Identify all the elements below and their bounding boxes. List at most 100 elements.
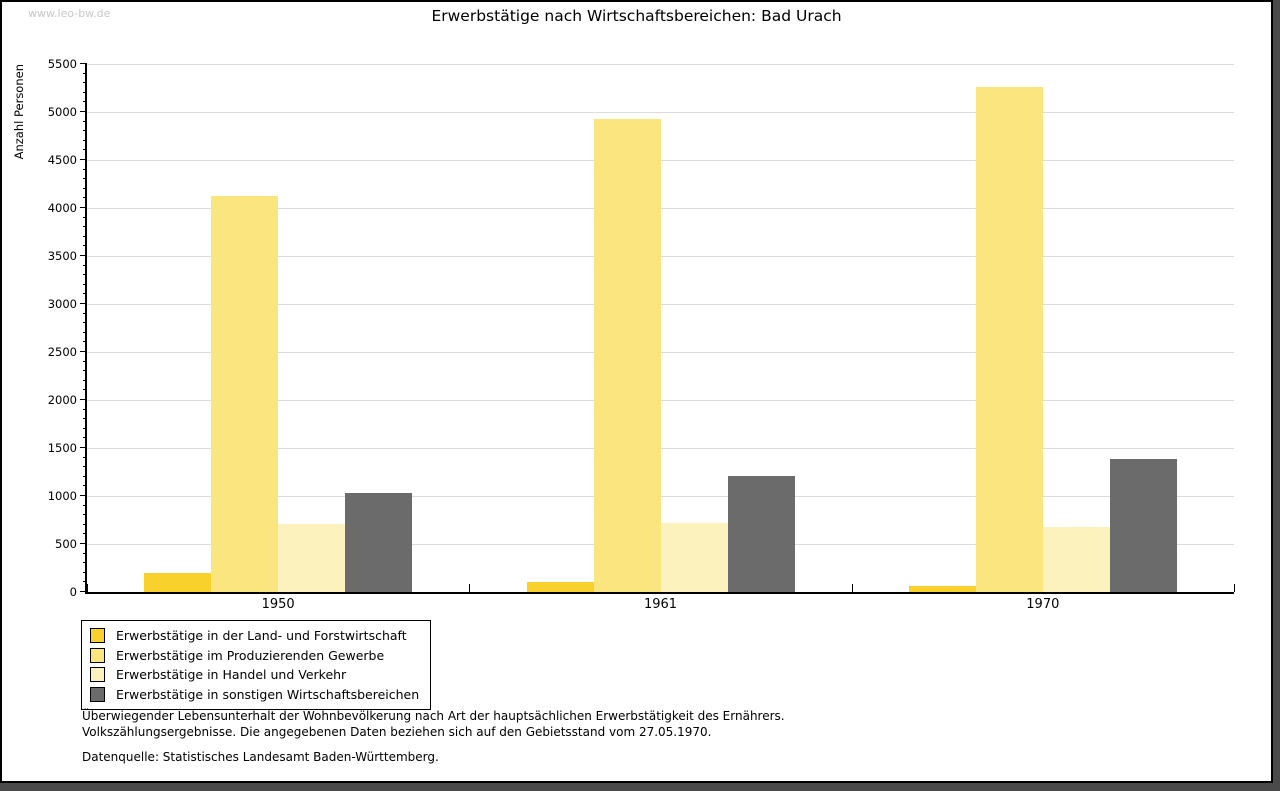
y-tick-2000: [80, 399, 87, 400]
y-minor-tick: [83, 245, 87, 247]
y-minor-tick: [83, 331, 87, 333]
x-boundary-tick: [851, 584, 853, 592]
y-tick-label-2500: 2500: [47, 345, 77, 359]
gridline-3000: [87, 304, 1234, 305]
legend-swatch: [90, 628, 105, 644]
footnote-block: Überwiegender Lebensunterhalt der Wohnbe…: [82, 709, 785, 766]
legend-box: Erwerbstätige in der Land- und Forstwirt…: [81, 620, 432, 710]
chart-title: Erwerbstätige nach Wirtschaftsbereichen:…: [431, 7, 842, 25]
y-minor-tick: [83, 466, 87, 468]
y-minor-tick: [83, 312, 87, 314]
y-minor-tick: [83, 485, 87, 487]
y-minor-tick: [83, 72, 87, 74]
y-minor-tick: [83, 149, 87, 151]
y-minor-tick: [83, 427, 87, 429]
y-minor-tick: [83, 274, 87, 276]
gridline-3500: [87, 256, 1234, 257]
y-axis-line: [85, 64, 87, 592]
y-minor-tick: [83, 178, 87, 180]
gridline-2000: [87, 400, 1234, 401]
y-tick-label-1000: 1000: [47, 489, 77, 503]
bar-group-1961: [526, 64, 795, 592]
y-minor-tick: [83, 571, 87, 573]
y-tick-4500: [80, 159, 87, 160]
y-tick-2500: [80, 351, 87, 352]
y-minor-tick: [83, 226, 87, 228]
y-tick-3500: [80, 255, 87, 256]
y-minor-tick: [83, 283, 87, 285]
bar-1950: [211, 196, 279, 592]
legend-label: Erwerbstätige in der Land- und Forstwirt…: [116, 628, 407, 644]
y-minor-tick: [83, 216, 87, 218]
y-minor-tick: [83, 197, 87, 199]
legend-row: Erwerbstätige im Produzierenden Gewerbe: [90, 646, 419, 666]
y-minor-tick: [83, 504, 87, 506]
y-minor-tick: [83, 514, 87, 516]
y-minor-tick: [83, 408, 87, 410]
y-minor-tick: [83, 552, 87, 554]
y-minor-tick: [83, 581, 87, 583]
y-tick-label-0: 0: [69, 585, 77, 599]
y-tick-label-3000: 3000: [47, 297, 77, 311]
y-minor-tick: [83, 293, 87, 295]
y-minor-tick: [83, 418, 87, 420]
bar-1970: [908, 585, 976, 592]
bar-group-1970: [908, 64, 1177, 592]
y-minor-tick: [83, 101, 87, 103]
y-tick-label-4000: 4000: [47, 201, 77, 215]
bar-group-1950: [144, 64, 413, 592]
footnote-line-1: Überwiegender Lebensunterhalt der Wohnbe…: [82, 709, 785, 723]
y-minor-tick: [83, 389, 87, 391]
y-minor-tick: [83, 322, 87, 324]
y-tick-1000: [80, 495, 87, 496]
y-minor-tick: [83, 264, 87, 266]
y-minor-tick: [83, 235, 87, 237]
y-tick-label-500: 500: [55, 537, 77, 551]
bar-1970: [975, 87, 1043, 592]
y-minor-tick: [83, 139, 87, 141]
y-minor-tick: [83, 82, 87, 84]
gridline-5500: [87, 64, 1234, 65]
y-minor-tick: [83, 91, 87, 93]
y-tick-500: [80, 543, 87, 544]
watermark-url: www.leo-bw.de: [28, 7, 111, 20]
footnote-line-2: Volkszählungsergebnisse. Die angegebenen…: [82, 724, 712, 739]
data-source-note: Datenquelle: Statistisches Landesamt Bad…: [82, 750, 439, 764]
bar-1950: [345, 493, 413, 592]
y-minor-tick: [83, 437, 87, 439]
y-minor-tick: [83, 168, 87, 170]
bar-1961: [593, 118, 661, 592]
y-minor-tick: [83, 370, 87, 372]
x-axis-label-1950: 1950: [261, 597, 295, 612]
bar-1970: [1042, 526, 1110, 592]
y-axis-title: Anzahl Personen: [12, 64, 26, 160]
x-axis-line: [85, 592, 1234, 594]
y-tick-1500: [80, 447, 87, 448]
x-boundary-tick: [87, 584, 88, 592]
bar-1950: [278, 523, 346, 592]
gridline-2500: [87, 352, 1234, 353]
y-tick-5000: [80, 111, 87, 112]
legend-row: Erwerbstätige in der Land- und Forstwirt…: [90, 626, 419, 646]
gridline-1500: [87, 448, 1234, 449]
legend-swatch: [90, 686, 105, 702]
gridline-1000: [87, 496, 1234, 497]
x-axis-label-1970: 1970: [1026, 597, 1060, 612]
legend-swatch: [90, 667, 105, 683]
gridline-5000: [87, 112, 1234, 113]
legend-row: Erwerbstätige in Handel und Verkehr: [90, 665, 419, 685]
y-tick-5500: [80, 63, 87, 64]
x-boundary-tick: [1234, 584, 1235, 592]
legend-swatch: [90, 647, 105, 663]
x-boundary-tick: [469, 584, 471, 592]
y-minor-tick: [83, 187, 87, 189]
y-tick-3000: [80, 303, 87, 304]
gridline-4000: [87, 208, 1234, 209]
legend-label: Erwerbstätige im Produzierenden Gewerbe: [116, 647, 385, 663]
y-minor-tick: [83, 562, 87, 564]
y-minor-tick: [83, 120, 87, 122]
plot-area: 0 500 1000 1500 2000 2500 3000 3500 4000 4500 5000…: [48, 57, 1235, 612]
y-minor-tick: [83, 130, 87, 132]
